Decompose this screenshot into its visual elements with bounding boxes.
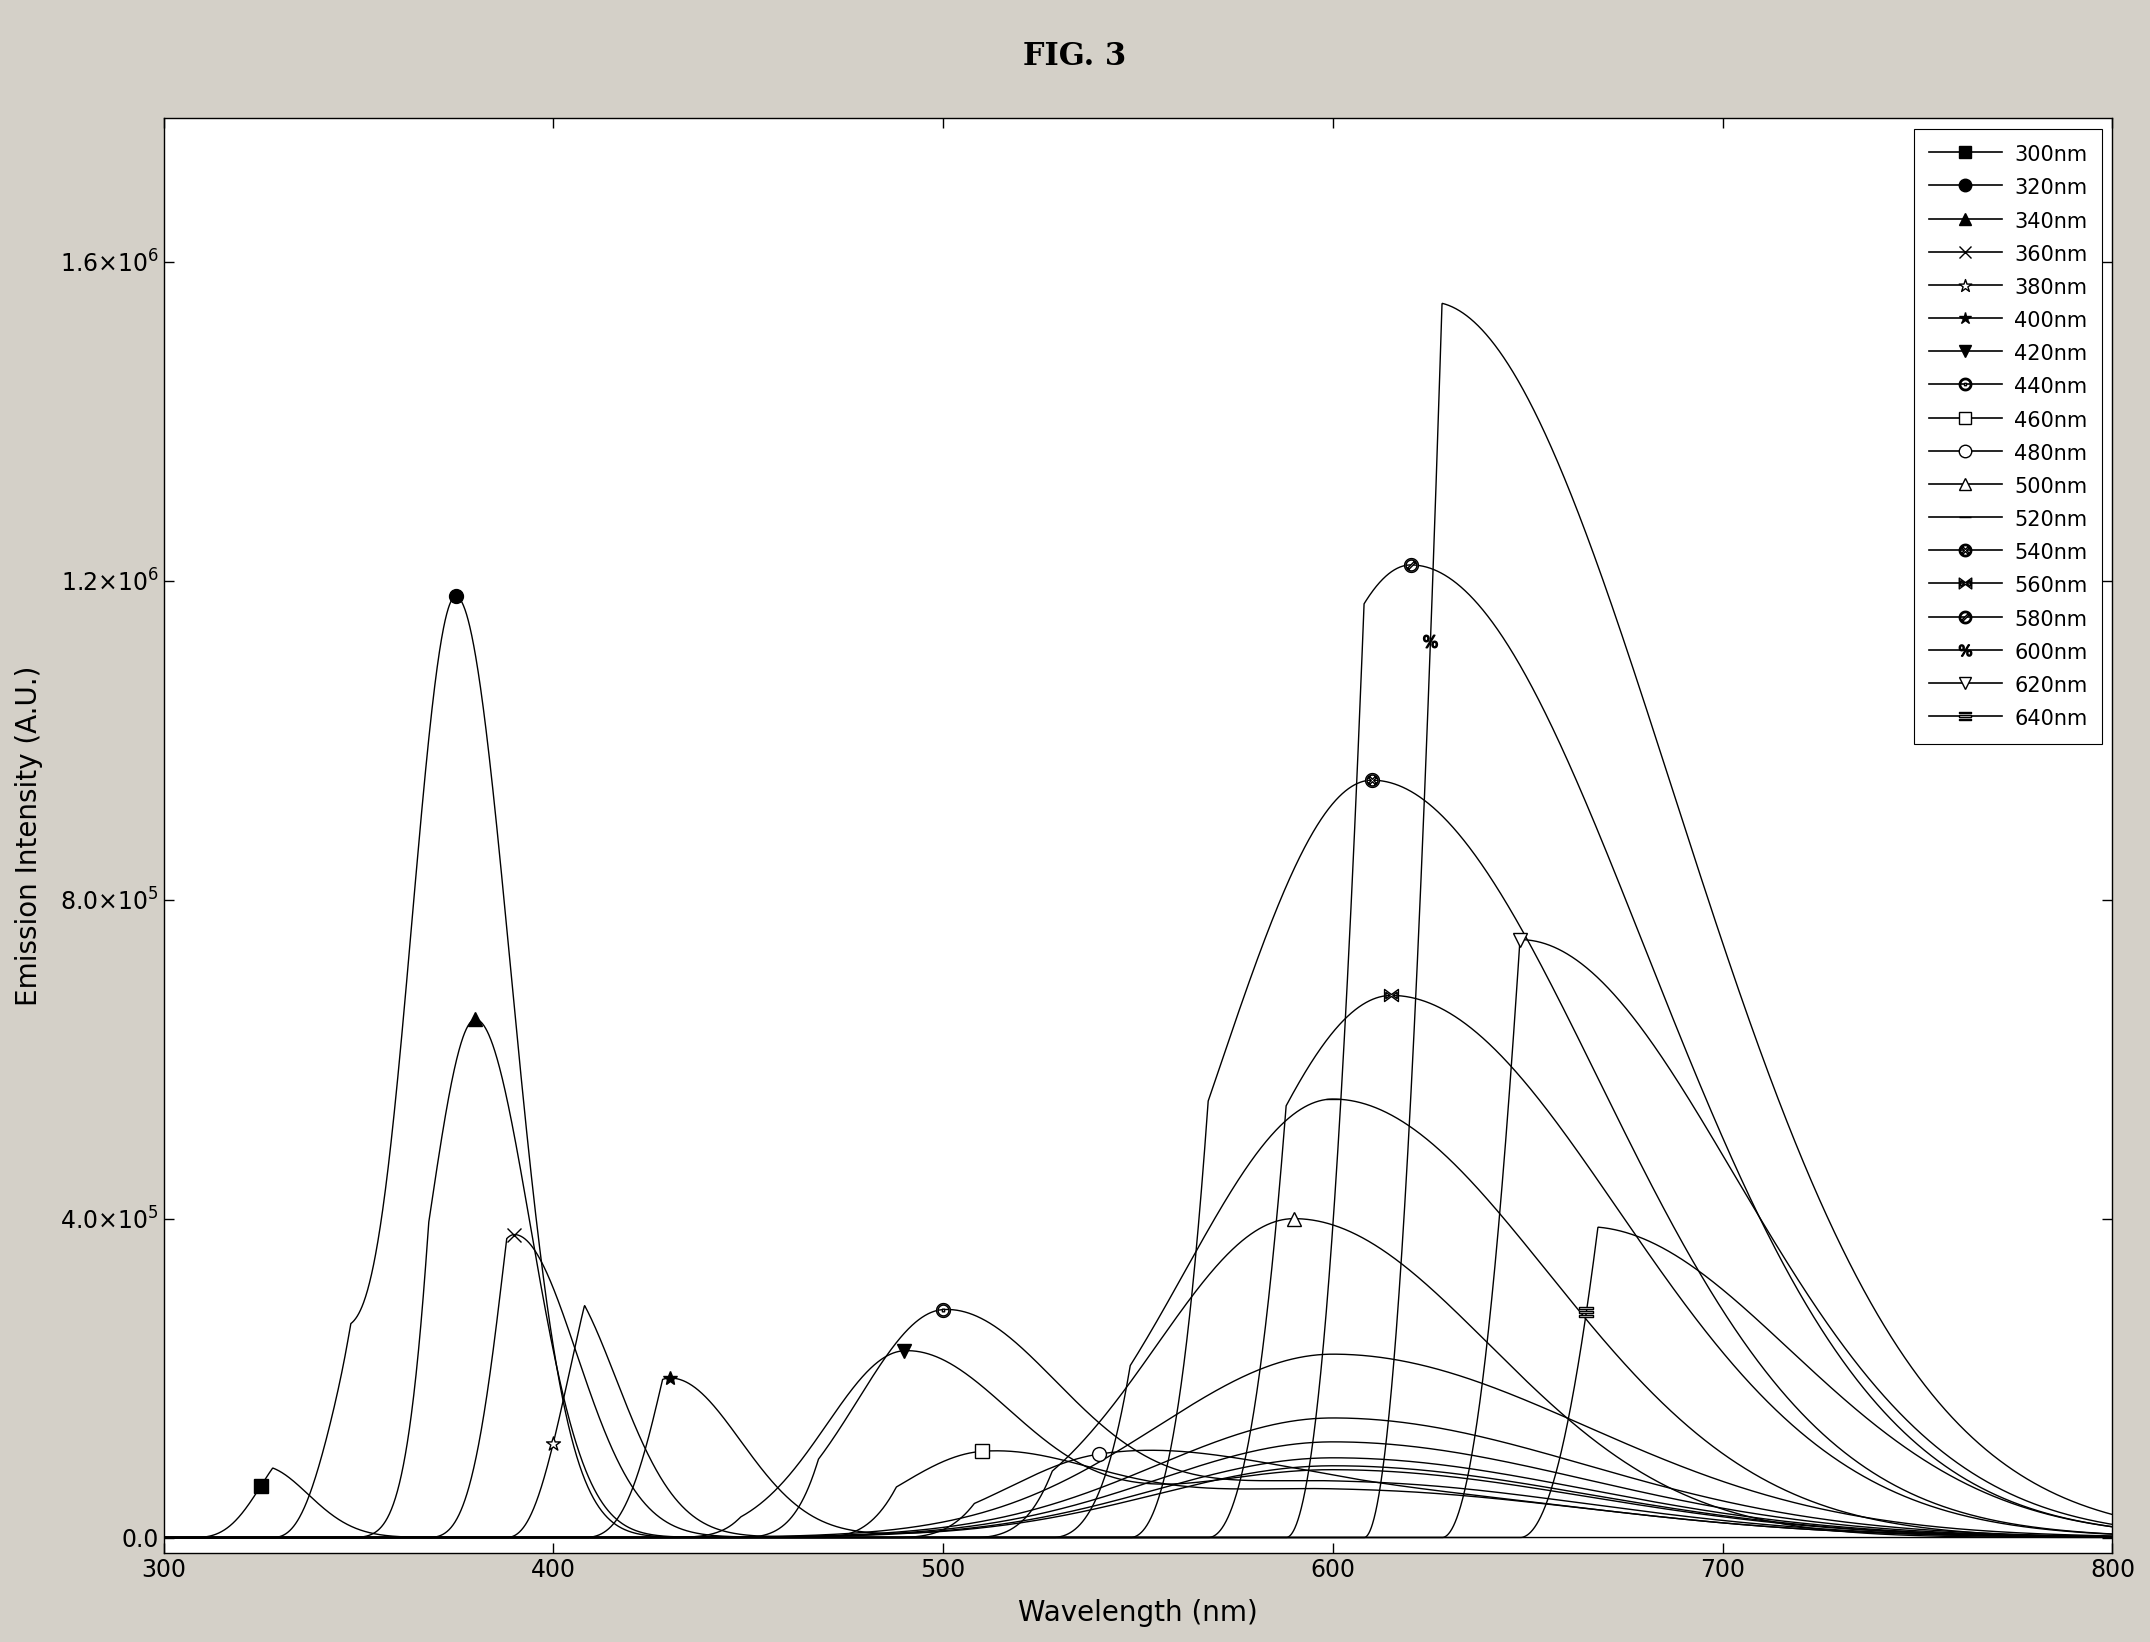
Y-axis label: Emission Intensity (A.U.): Emission Intensity (A.U.) bbox=[15, 665, 43, 1007]
X-axis label: Wavelength (nm): Wavelength (nm) bbox=[1019, 1599, 1258, 1627]
Text: FIG. 3: FIG. 3 bbox=[1023, 41, 1127, 72]
Legend: 300nm, 320nm, 340nm, 360nm, 380nm, 400nm, 420nm, 440nm, 460nm, 480nm, 500nm, 520: 300nm, 320nm, 340nm, 360nm, 380nm, 400nm… bbox=[1914, 128, 2103, 744]
